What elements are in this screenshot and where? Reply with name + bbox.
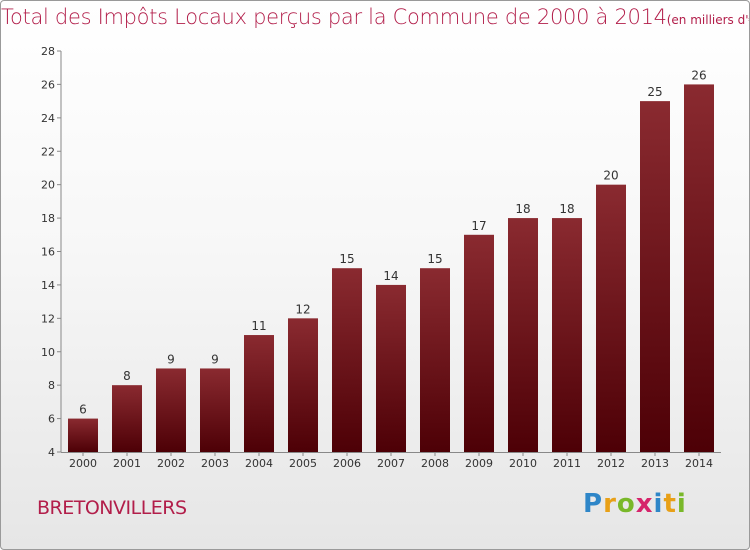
- y-tick-label: 8: [48, 379, 55, 392]
- y-tick-label: 20: [41, 179, 55, 192]
- chart-title: Total des Impôts Locaux perçus par la Co…: [1, 5, 749, 29]
- x-tick-label: 2005: [289, 457, 317, 470]
- commune-name: BRETONVILLERS: [37, 497, 187, 519]
- x-tick-label: 2000: [69, 457, 97, 470]
- x-tick-label: 2004: [245, 457, 273, 470]
- x-tick-label: 2013: [641, 457, 669, 470]
- bar: [420, 268, 450, 452]
- data-label: 6: [79, 403, 87, 417]
- x-tick-label: 2006: [333, 457, 361, 470]
- data-label: 17: [471, 219, 486, 233]
- data-label: 12: [295, 302, 310, 316]
- y-tick-label: 10: [41, 346, 55, 359]
- logo-letter: t: [663, 489, 677, 519]
- bar: [332, 268, 362, 452]
- y-tick-label: 6: [48, 413, 55, 426]
- data-label: 25: [647, 85, 662, 99]
- y-tick-label: 18: [41, 212, 55, 225]
- bar: [112, 385, 142, 452]
- x-tick-label: 2001: [113, 457, 141, 470]
- bar: [684, 84, 714, 453]
- y-tick-label: 16: [41, 246, 55, 259]
- data-label: 26: [691, 68, 706, 82]
- y-tick-label: 14: [41, 279, 55, 292]
- y-tick-label: 26: [41, 78, 55, 91]
- x-tick-label: 2008: [421, 457, 449, 470]
- y-tick-label: 22: [41, 145, 55, 158]
- data-label: 20: [603, 169, 618, 183]
- bar: [464, 234, 494, 452]
- y-tick-label: 28: [41, 45, 55, 58]
- x-tick-label: 2009: [465, 457, 493, 470]
- data-label: 18: [559, 202, 574, 216]
- x-tick-label: 2003: [201, 457, 229, 470]
- x-tick-label: 2002: [157, 457, 185, 470]
- data-label: 15: [339, 252, 354, 266]
- chart-title-main: Total des Impôts Locaux perçus par la Co…: [1, 5, 667, 29]
- logo-letter: o: [616, 489, 636, 519]
- data-label: 9: [167, 352, 175, 366]
- data-label: 14: [383, 269, 398, 283]
- x-tick-label: 2010: [509, 457, 537, 470]
- chart-title-unit: (en milliers d'€): [666, 13, 749, 27]
- logo-letter: x: [635, 489, 654, 519]
- bar: [376, 284, 406, 452]
- proxiti-logo: Proxiti: [583, 489, 687, 519]
- bar: [288, 318, 318, 452]
- bar: [200, 368, 230, 452]
- bar: [156, 368, 186, 452]
- bar: [552, 218, 582, 452]
- x-tick-label: 2012: [597, 457, 625, 470]
- plot-area: 4 6 8 10 12 14 16 18 20 22 24 26 28 6 2000 8 2001 9 2002 9 2…: [41, 45, 721, 470]
- y-tick-label: 12: [41, 312, 55, 325]
- bar: [508, 218, 538, 452]
- y-tick-label: 4: [48, 446, 55, 459]
- data-label: 11: [251, 319, 266, 333]
- logo-letter: i: [653, 489, 664, 519]
- data-label: 9: [211, 352, 219, 366]
- data-label: 8: [123, 369, 131, 383]
- logo-letter: i: [676, 489, 687, 519]
- x-tick-label: 2014: [685, 457, 713, 470]
- logo-letter: r: [603, 489, 617, 519]
- bar: [68, 418, 98, 452]
- bar: [640, 101, 670, 452]
- data-label: 15: [427, 252, 442, 266]
- data-label: 18: [515, 202, 530, 216]
- bar: [244, 335, 274, 452]
- x-tick-label: 2007: [377, 457, 405, 470]
- logo-letter: P: [583, 489, 604, 519]
- bar: [596, 184, 626, 452]
- x-tick-label: 2011: [553, 457, 581, 470]
- y-tick-label: 24: [41, 112, 55, 125]
